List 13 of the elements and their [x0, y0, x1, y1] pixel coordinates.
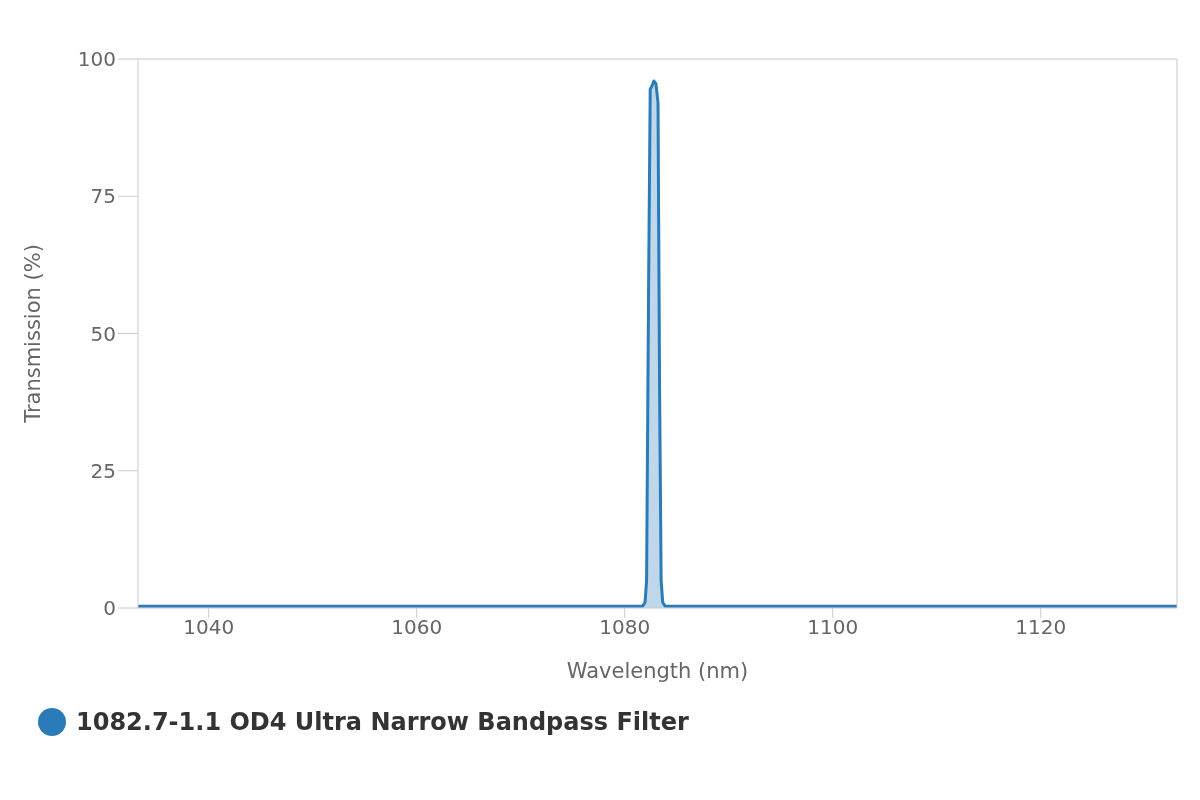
x-tick-label: 1040 [183, 615, 235, 640]
y-tick-label: 25 [90, 458, 116, 483]
x-tick-label: 1060 [391, 615, 443, 640]
y-axis-title: Transmission (%) [21, 244, 46, 424]
legend-label: 1082.7-1.1 OD4 Ultra Narrow Bandpass Filter [76, 708, 689, 736]
x-axis-title: Wavelength (nm) [566, 659, 749, 683]
y-tick-label: 0 [103, 596, 116, 621]
x-tick-label: 1120 [1015, 615, 1067, 640]
x-tick-label: 1080 [599, 615, 651, 640]
y-tick-label: 50 [90, 321, 116, 346]
y-tick-label: 100 [77, 47, 116, 72]
y-tick-label: 75 [90, 184, 116, 209]
x-tick-label: 1100 [807, 615, 859, 640]
